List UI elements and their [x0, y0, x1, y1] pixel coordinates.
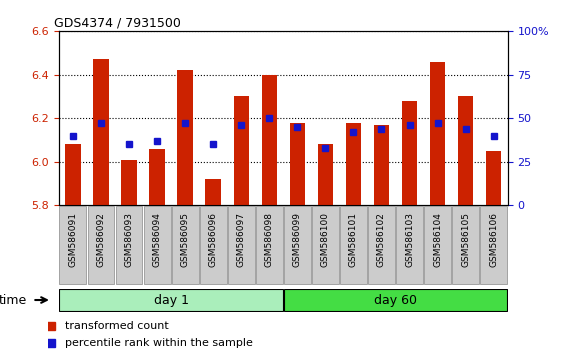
Text: time: time — [0, 293, 26, 307]
Text: GSM586098: GSM586098 — [265, 212, 274, 267]
Text: GSM586094: GSM586094 — [153, 212, 162, 267]
Text: day 1: day 1 — [154, 293, 188, 307]
Text: GSM586095: GSM586095 — [181, 212, 190, 267]
Bar — [149, 149, 165, 205]
Text: percentile rank within the sample: percentile rank within the sample — [65, 338, 252, 348]
Bar — [261, 75, 277, 205]
FancyBboxPatch shape — [172, 206, 199, 284]
FancyBboxPatch shape — [256, 206, 283, 284]
Bar — [458, 97, 473, 205]
FancyBboxPatch shape — [59, 206, 86, 284]
Bar — [374, 125, 389, 205]
Text: day 60: day 60 — [374, 293, 417, 307]
Bar — [121, 160, 137, 205]
Bar — [318, 144, 333, 205]
Text: GSM586097: GSM586097 — [237, 212, 246, 267]
Text: GSM586106: GSM586106 — [489, 212, 498, 267]
Text: GDS4374 / 7931500: GDS4374 / 7931500 — [54, 17, 181, 30]
Text: transformed count: transformed count — [65, 321, 168, 331]
Text: GSM586091: GSM586091 — [68, 212, 77, 267]
Text: GSM586099: GSM586099 — [293, 212, 302, 267]
Bar — [402, 101, 417, 205]
Text: GSM586101: GSM586101 — [349, 212, 358, 267]
Text: GSM586100: GSM586100 — [321, 212, 330, 267]
FancyBboxPatch shape — [116, 206, 142, 284]
FancyBboxPatch shape — [284, 289, 508, 311]
FancyBboxPatch shape — [88, 206, 114, 284]
FancyBboxPatch shape — [312, 206, 339, 284]
FancyBboxPatch shape — [340, 206, 367, 284]
FancyBboxPatch shape — [424, 206, 451, 284]
Text: GSM586103: GSM586103 — [405, 212, 414, 267]
Text: GSM586104: GSM586104 — [433, 212, 442, 267]
Bar — [289, 122, 305, 205]
Text: GSM586096: GSM586096 — [209, 212, 218, 267]
FancyBboxPatch shape — [144, 206, 171, 284]
FancyBboxPatch shape — [396, 206, 423, 284]
FancyBboxPatch shape — [59, 289, 283, 311]
FancyBboxPatch shape — [284, 206, 311, 284]
FancyBboxPatch shape — [228, 206, 255, 284]
Bar — [177, 70, 193, 205]
Bar — [430, 62, 445, 205]
Bar — [346, 122, 361, 205]
Bar — [486, 151, 502, 205]
Bar — [233, 97, 249, 205]
Text: GSM586105: GSM586105 — [461, 212, 470, 267]
Text: GSM586092: GSM586092 — [96, 212, 105, 267]
FancyBboxPatch shape — [452, 206, 479, 284]
Bar — [93, 59, 109, 205]
Text: GSM586093: GSM586093 — [125, 212, 134, 267]
Bar — [205, 179, 221, 205]
FancyBboxPatch shape — [200, 206, 227, 284]
FancyBboxPatch shape — [368, 206, 395, 284]
FancyBboxPatch shape — [480, 206, 507, 284]
Text: GSM586102: GSM586102 — [377, 212, 386, 267]
Bar — [65, 144, 81, 205]
